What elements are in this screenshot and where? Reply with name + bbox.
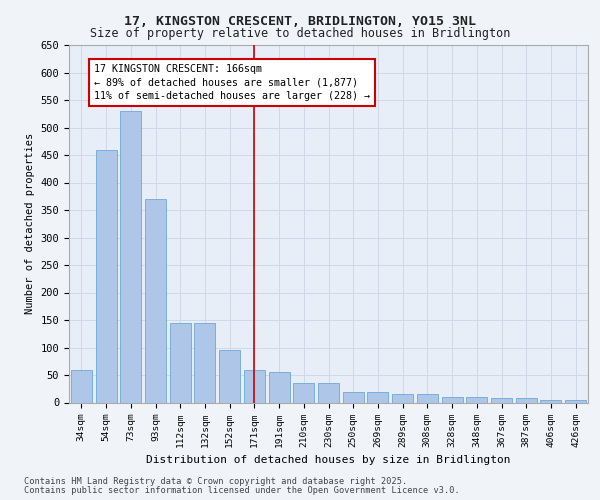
Bar — [219, 350, 240, 403]
Bar — [516, 398, 537, 402]
Bar — [194, 323, 215, 402]
Text: 17, KINGSTON CRESCENT, BRIDLINGTON, YO15 3NL: 17, KINGSTON CRESCENT, BRIDLINGTON, YO15… — [124, 15, 476, 28]
Bar — [269, 372, 290, 402]
Bar — [565, 400, 586, 402]
Bar — [71, 370, 92, 402]
Bar — [392, 394, 413, 402]
Bar — [343, 392, 364, 402]
Bar — [293, 383, 314, 402]
Bar — [367, 392, 388, 402]
Bar — [466, 397, 487, 402]
Text: Contains HM Land Registry data © Crown copyright and database right 2025.: Contains HM Land Registry data © Crown c… — [24, 477, 407, 486]
Y-axis label: Number of detached properties: Number of detached properties — [25, 133, 35, 314]
Text: 17 KINGSTON CRESCENT: 166sqm
← 89% of detached houses are smaller (1,877)
11% of: 17 KINGSTON CRESCENT: 166sqm ← 89% of de… — [94, 64, 370, 100]
X-axis label: Distribution of detached houses by size in Bridlington: Distribution of detached houses by size … — [146, 455, 511, 465]
Bar — [442, 397, 463, 402]
Bar — [145, 199, 166, 402]
Text: Size of property relative to detached houses in Bridlington: Size of property relative to detached ho… — [90, 28, 510, 40]
Bar — [120, 111, 141, 403]
Bar — [318, 383, 339, 402]
Bar — [417, 394, 438, 402]
Bar — [170, 323, 191, 402]
Bar — [541, 400, 562, 402]
Text: Contains public sector information licensed under the Open Government Licence v3: Contains public sector information licen… — [24, 486, 460, 495]
Bar — [491, 398, 512, 402]
Bar — [95, 150, 116, 402]
Bar — [244, 370, 265, 402]
